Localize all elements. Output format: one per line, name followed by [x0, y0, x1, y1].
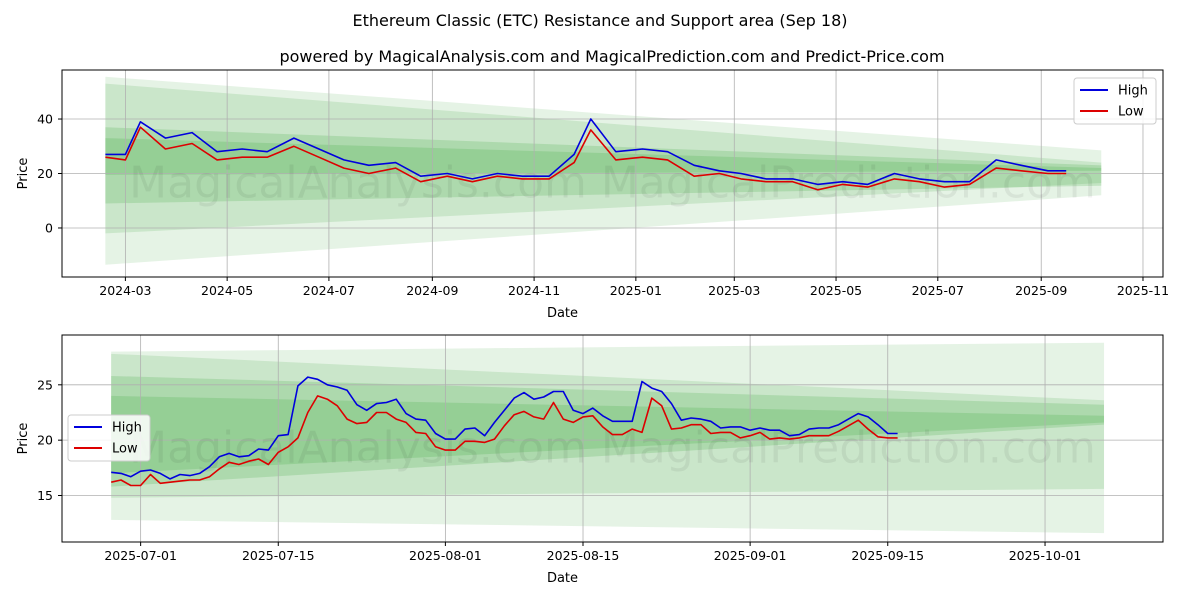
- series-group: [111, 376, 898, 487]
- top-panel: MagicalAnalysis.com MagicalPrediction.co…: [16, 69, 1169, 321]
- x-tick-label: 2025-07-15: [242, 548, 315, 563]
- series-line-high: [111, 376, 898, 480]
- x-axis-label: Date: [547, 306, 578, 321]
- y-axis-label: Price: [16, 423, 31, 455]
- resistance-support-band-3: [105, 127, 1102, 204]
- x-tick-label: 2025-10-01: [1009, 548, 1082, 563]
- chart-title: Ethereum Classic (ETC) Resistance and Su…: [352, 11, 847, 30]
- series-group: [105, 118, 1067, 191]
- bottom-panel: MagicalAnalysis.com MagicalPrediction.co…: [16, 334, 1164, 586]
- x-tick-label: 2025-07-01: [104, 548, 177, 563]
- x-tick-label: 2025-03: [708, 283, 760, 298]
- watermark: MagicalAnalysis.com MagicalPrediction.co…: [129, 158, 1096, 209]
- x-tick-label: 2025-09: [1015, 283, 1067, 298]
- x-tick-label: 2024-07: [303, 283, 355, 298]
- band-group: [105, 76, 1102, 265]
- x-tick-label: 2025-09-01: [714, 548, 787, 563]
- series-line-high: [105, 118, 1067, 186]
- watermark: MagicalAnalysis.com MagicalPrediction.co…: [129, 423, 1096, 474]
- resistance-support-band-2: [105, 83, 1102, 234]
- resistance-support-band-1: [105, 76, 1102, 265]
- x-axis-label: Date: [547, 571, 578, 586]
- y-tick-label: 0: [45, 220, 53, 235]
- x-tick-label: 2025-05: [810, 283, 862, 298]
- x-tick-label: 2024-05: [201, 283, 253, 298]
- x-tick-label: 2024-11: [508, 283, 560, 298]
- y-tick-label: 25: [37, 377, 53, 392]
- legend: High Low: [1073, 77, 1157, 125]
- y-tick-label: 40: [37, 112, 53, 127]
- legend-label-low: Low: [112, 442, 138, 457]
- legend-label-high: High: [1118, 84, 1148, 99]
- x-tick-label: 2024-03: [99, 283, 151, 298]
- series-line-low: [105, 126, 1067, 191]
- resistance-support-band-1: [111, 342, 1105, 534]
- x-tick-label: 2025-01: [610, 283, 662, 298]
- x-tick-label: 2025-08-01: [409, 548, 482, 563]
- x-tick-label: 2025-07: [912, 283, 964, 298]
- legend-label-low: Low: [1118, 105, 1144, 120]
- x-tick-label: 2025-11: [1117, 283, 1169, 298]
- y-tick-label: 15: [37, 488, 53, 503]
- y-axis-label: Price: [16, 158, 31, 190]
- x-tick-label: 2025-09-15: [851, 548, 924, 563]
- legend: High Low: [67, 414, 151, 462]
- y-tick-label: 20: [37, 433, 53, 448]
- resistance-support-band-2: [111, 353, 1105, 498]
- x-tick-label: 2025-08-15: [547, 548, 620, 563]
- series-line-low: [111, 395, 898, 487]
- plot-frame: [61, 334, 1164, 543]
- x-tick-label: 2024-09: [406, 283, 458, 298]
- resistance-support-band-4: [105, 138, 1102, 175]
- y-tick-label: 20: [37, 166, 53, 181]
- chart-subtitle: powered by MagicalAnalysis.com and Magic…: [279, 47, 944, 66]
- legend-label-high: High: [112, 421, 142, 436]
